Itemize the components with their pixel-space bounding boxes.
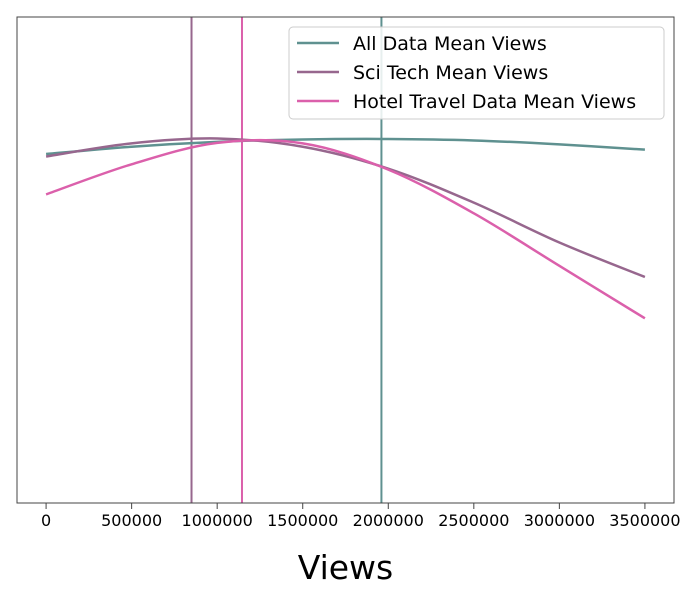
- x-tick-label: 1000000: [182, 511, 253, 530]
- x-tick-label: 3500000: [609, 511, 680, 530]
- x-tick-label: 3000000: [524, 511, 595, 530]
- x-tick-label: 2500000: [438, 511, 509, 530]
- plot-area: [45, 17, 646, 503]
- x-tick-label: 500000: [101, 511, 162, 530]
- series-line-sci-tech-mean-views: [45, 137, 646, 279]
- x-tick-label: 2000000: [353, 511, 424, 530]
- legend: All Data Mean Views Sci Tech Mean Views Ho…: [288, 26, 665, 120]
- plot-frame: [16, 16, 675, 504]
- legend-label-sci-tech-mean-views: Sci Tech Mean Views: [353, 62, 548, 84]
- x-tick-label: 1500000: [267, 511, 338, 530]
- x-tick-label: 0: [41, 511, 51, 530]
- series-line-all-data-mean-views: [45, 137, 645, 156]
- legend-label-all-data-mean-views: All Data Mean Views: [353, 33, 547, 55]
- legend-label-hotel-travel-data-mean-views: Hotel Travel Data Mean Views: [353, 91, 636, 113]
- x-axis-title: Views: [298, 548, 394, 587]
- x-axis: 0 500000 1000000 1500000 2000000 2500000 30000…: [41, 503, 681, 530]
- legend-box: [288, 26, 665, 120]
- series-line-hotel-travel-data-mean-views: [45, 138, 646, 320]
